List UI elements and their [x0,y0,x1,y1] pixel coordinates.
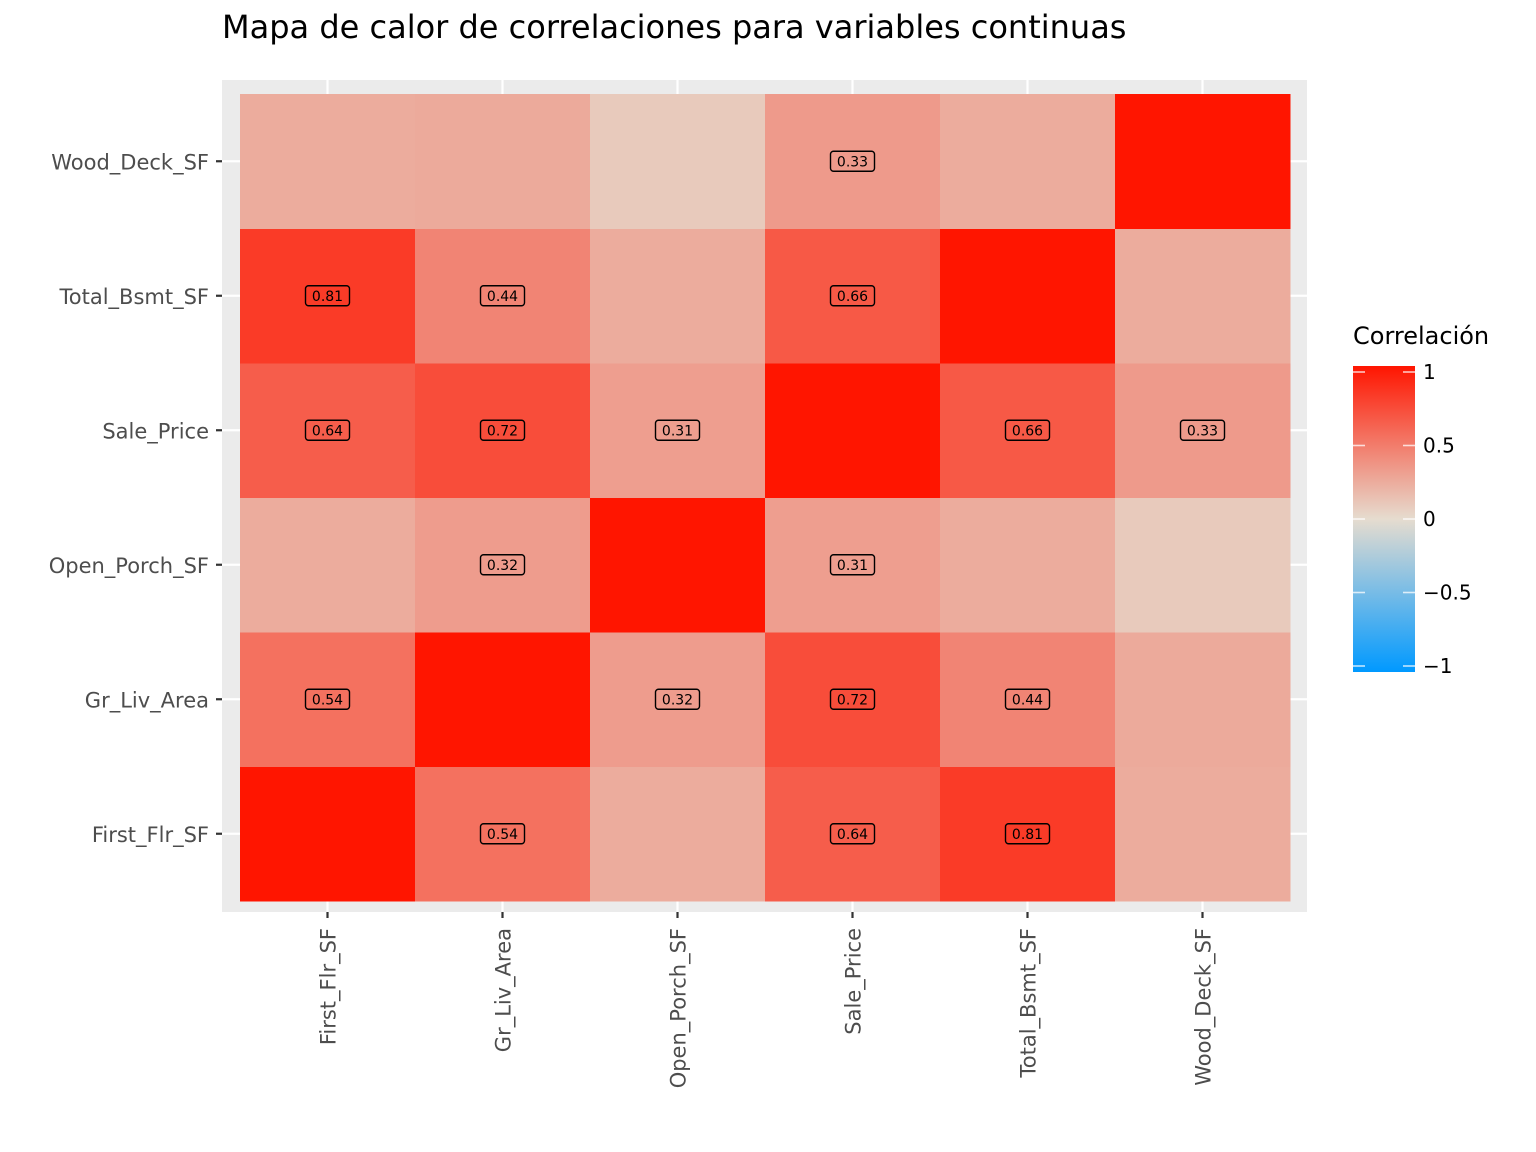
cell-value-label: 0.72 [487,423,518,439]
x-tick-label: Gr_Liv_Area [492,928,517,1052]
cell-value-label: 0.64 [312,423,343,439]
heatmap-cell [240,363,416,498]
cell-label-box [304,688,351,710]
heatmap-cell [940,497,1116,633]
x-tick-label: First_Flr_SF [317,928,342,1045]
heatmap-cell [765,94,941,229]
cell-label-box [479,554,526,576]
heatmap-cells [240,94,1291,902]
cell-value-label: 0.44 [1012,692,1043,708]
cell-label-box [829,150,876,172]
chart-title: Mapa de calor de correlaciones para vari… [222,8,1127,46]
cell-value-label: 0.64 [837,827,868,843]
heatmap-cell [240,766,416,902]
cell-label-box [304,285,351,307]
cell-label-box [829,285,876,307]
legend-tick-label: 1 [1423,360,1436,384]
cell-value-label: 0.81 [312,289,343,305]
heatmap-cell [590,632,766,767]
cell-label-box [479,419,526,441]
cell-value-label: 0.33 [1187,423,1218,439]
heatmap-cell [1115,632,1291,767]
cell-value-label: 0.32 [487,558,518,574]
x-tick-label: Open_Porch_SF [667,928,692,1088]
heatmap-cell [1115,363,1291,498]
y-tick-label: Gr_Liv_Area [85,688,209,713]
heatmap-cell [940,228,1116,364]
cell-label-box [829,688,876,710]
cell-value-label: 0.31 [662,423,693,439]
cell-label-box [1004,688,1051,710]
heatmap-cell [590,94,766,229]
heatmap-cell [940,766,1116,902]
cell-value-label: 0.54 [312,692,343,708]
heatmap-cell [940,94,1116,229]
heatmap-cell [415,228,591,364]
y-tick-label: Wood_Deck_SF [51,150,209,175]
legend-title: Correlación [1353,322,1490,350]
y-tick-label: Total_Bsmt_SF [59,285,210,310]
heatmap-cell [765,497,941,633]
heatmap-cell [415,766,591,902]
legend-tick-label: −0.5 [1423,581,1472,605]
cell-value-label: 0.54 [487,827,518,843]
heatmap-cell [415,632,591,767]
x-tick-label: Sale_Price [842,928,867,1035]
heatmap-cell [765,228,941,364]
heatmap-cell [590,497,766,633]
cell-value-label: 0.81 [1012,827,1043,843]
heatmap-cell [240,94,416,229]
cell-label-box [479,285,526,307]
cell-label-box [304,419,351,441]
cell-value-label: 0.66 [1012,423,1043,439]
y-tick-label: Open_Porch_SF [49,554,209,579]
heatmap-cell [240,497,416,633]
cell-value-label: 0.66 [837,289,868,305]
heatmap-cell [940,363,1116,498]
heatmap-cell [1115,228,1291,364]
heatmap-cell [415,497,591,633]
cell-label-box [829,554,876,576]
cell-label-box [1179,419,1226,441]
cell-value-label: 0.44 [487,289,518,305]
x-axis: First_Flr_SF Gr_Liv_Area Open_Porch_SF Sale… [317,912,1217,1088]
legend-tick-label: 0.5 [1423,434,1455,458]
heatmap-cell [415,363,591,498]
x-tick-label: Total_Bsmt_SF [1017,928,1042,1079]
cell-label-box [829,823,876,845]
cell-label-box [479,823,526,845]
heatmap-cell [1115,766,1291,902]
heatmap-cell [415,94,591,229]
heatmap-cell [1115,497,1291,633]
y-axis: First_Flr_SF Gr_Liv_Area Open_Porch_SF Sale… [49,150,222,848]
heatmap-cell [765,363,941,498]
cell-value-label: 0.32 [662,692,693,708]
x-tick-label: Wood_Deck_SF [1192,928,1217,1086]
heatmap-cell [765,632,941,767]
heatmap-cell [1115,94,1291,229]
cell-value-label: 0.31 [837,558,868,574]
cell-label-box [654,419,701,441]
heatmap-cell [590,363,766,498]
cell-label-box [1004,823,1051,845]
heatmap-cell [240,228,416,364]
heatmap-cell [940,632,1116,767]
heatmap-cell [590,228,766,364]
cell-value-label: 0.33 [837,154,868,170]
legend-tick-label: −1 [1423,654,1452,678]
color-legend: 1 0.5 0 −0.5 −1 [1353,360,1472,678]
cell-label-box [1004,419,1051,441]
y-tick-label: Sale_Price [102,419,209,444]
legend-tick-label: 0 [1423,507,1436,531]
cell-labels: 0.54 0.64 0.81 0.54 0.32 0.72 0.44 0.32 0.31 0.64… [304,150,1226,845]
cell-value-label: 0.72 [837,692,868,708]
y-tick-label: First_Flr_SF [92,823,209,848]
heatmap-cell [765,766,941,902]
cell-label-box [654,688,701,710]
heatmap-cell [240,632,416,767]
heatmap-cell [590,766,766,902]
